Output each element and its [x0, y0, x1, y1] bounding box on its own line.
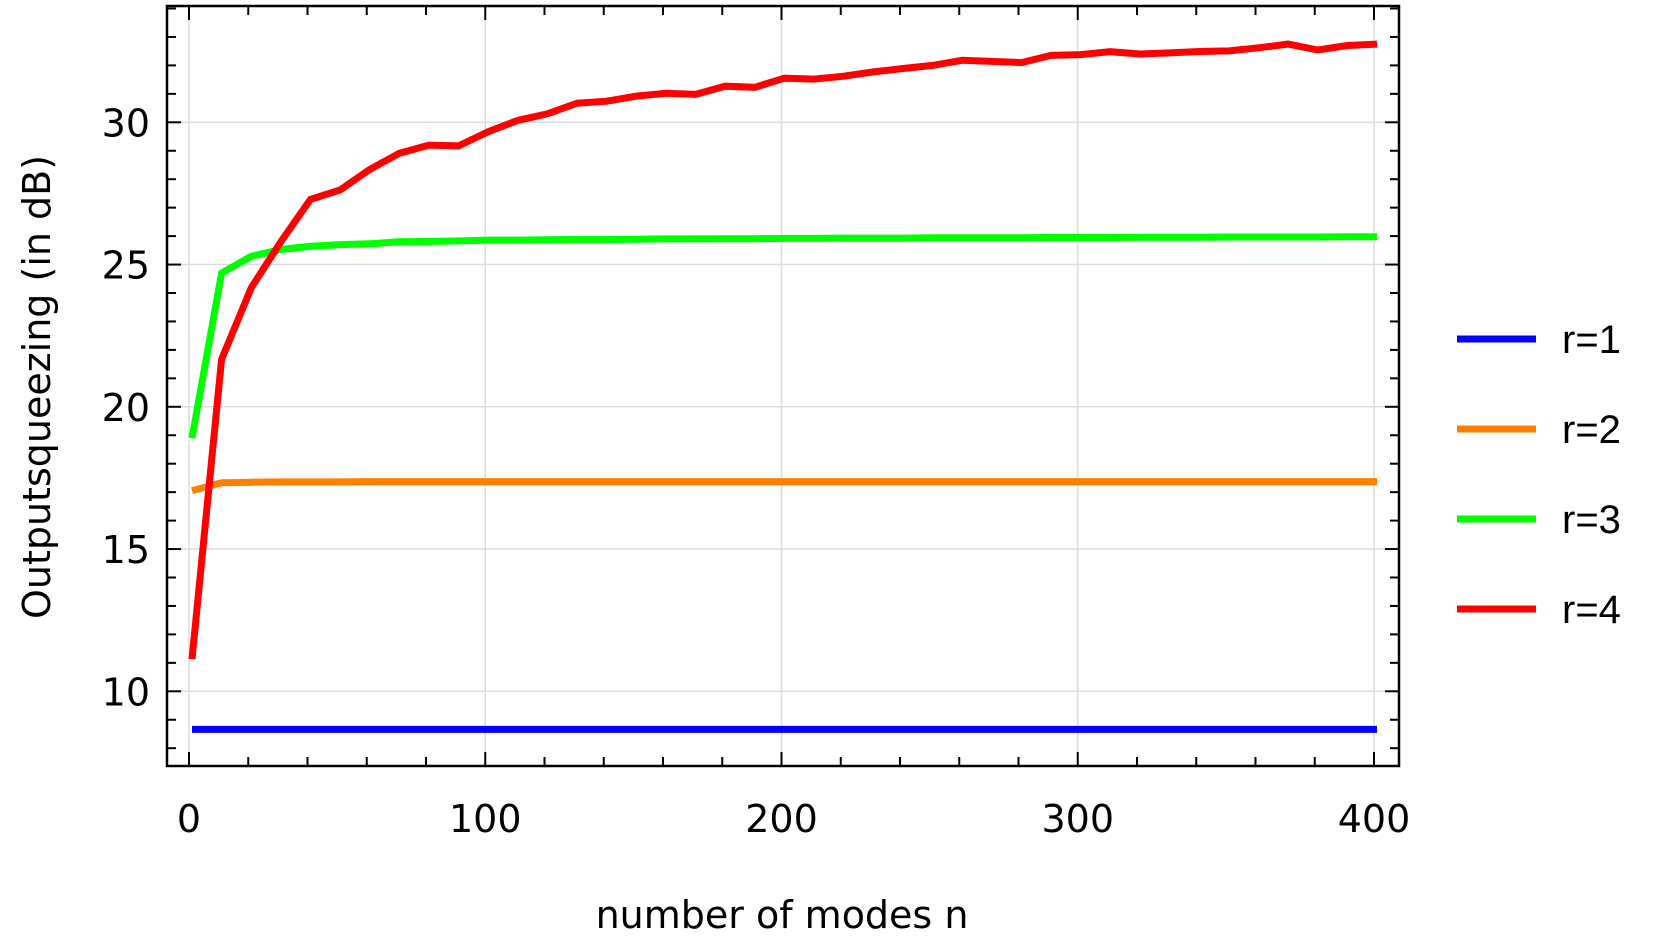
legend: r=1 r=2 r=3 r=4: [1457, 318, 1621, 632]
legend-item-r1: r=1: [1457, 318, 1621, 362]
legend-label: r=3: [1562, 498, 1621, 542]
legend-item-r2: r=2: [1457, 408, 1621, 452]
x-tick-label: 400: [1338, 797, 1411, 841]
axis-ticks: [167, 6, 1399, 766]
series-line-r3: [188, 233, 1377, 439]
legend-item-r3: r=3: [1457, 498, 1621, 542]
y-tick-label: 30: [102, 101, 150, 145]
legend-item-r4: r=4: [1457, 588, 1621, 632]
y-axis-title: Outputsqueezing (in dB): [15, 155, 59, 619]
series-line-r4: [188, 40, 1378, 660]
legend-label: r=4: [1562, 588, 1621, 632]
data-series: [188, 40, 1378, 733]
x-axis-title: number of modes n: [596, 893, 969, 937]
x-tick-label: 100: [449, 797, 522, 841]
y-tick-labels: 10 15 20 25 30: [102, 101, 150, 714]
y-tick-label: 25: [102, 244, 150, 288]
x-tick-label: 200: [745, 797, 818, 841]
series-line-r2: [191, 478, 1377, 495]
legend-label: r=2: [1562, 408, 1621, 452]
gridlines: [167, 6, 1399, 766]
plot-frame: [165, 4, 1401, 768]
x-tick-label: 0: [177, 797, 201, 841]
y-tick-label: 20: [102, 386, 150, 430]
y-tick-label: 15: [102, 528, 150, 572]
x-tick-label: 300: [1041, 797, 1114, 841]
y-tick-label: 10: [102, 670, 150, 714]
x-tick-labels: 0 100 200 300 400: [177, 797, 1410, 841]
legend-label: r=1: [1562, 318, 1621, 362]
